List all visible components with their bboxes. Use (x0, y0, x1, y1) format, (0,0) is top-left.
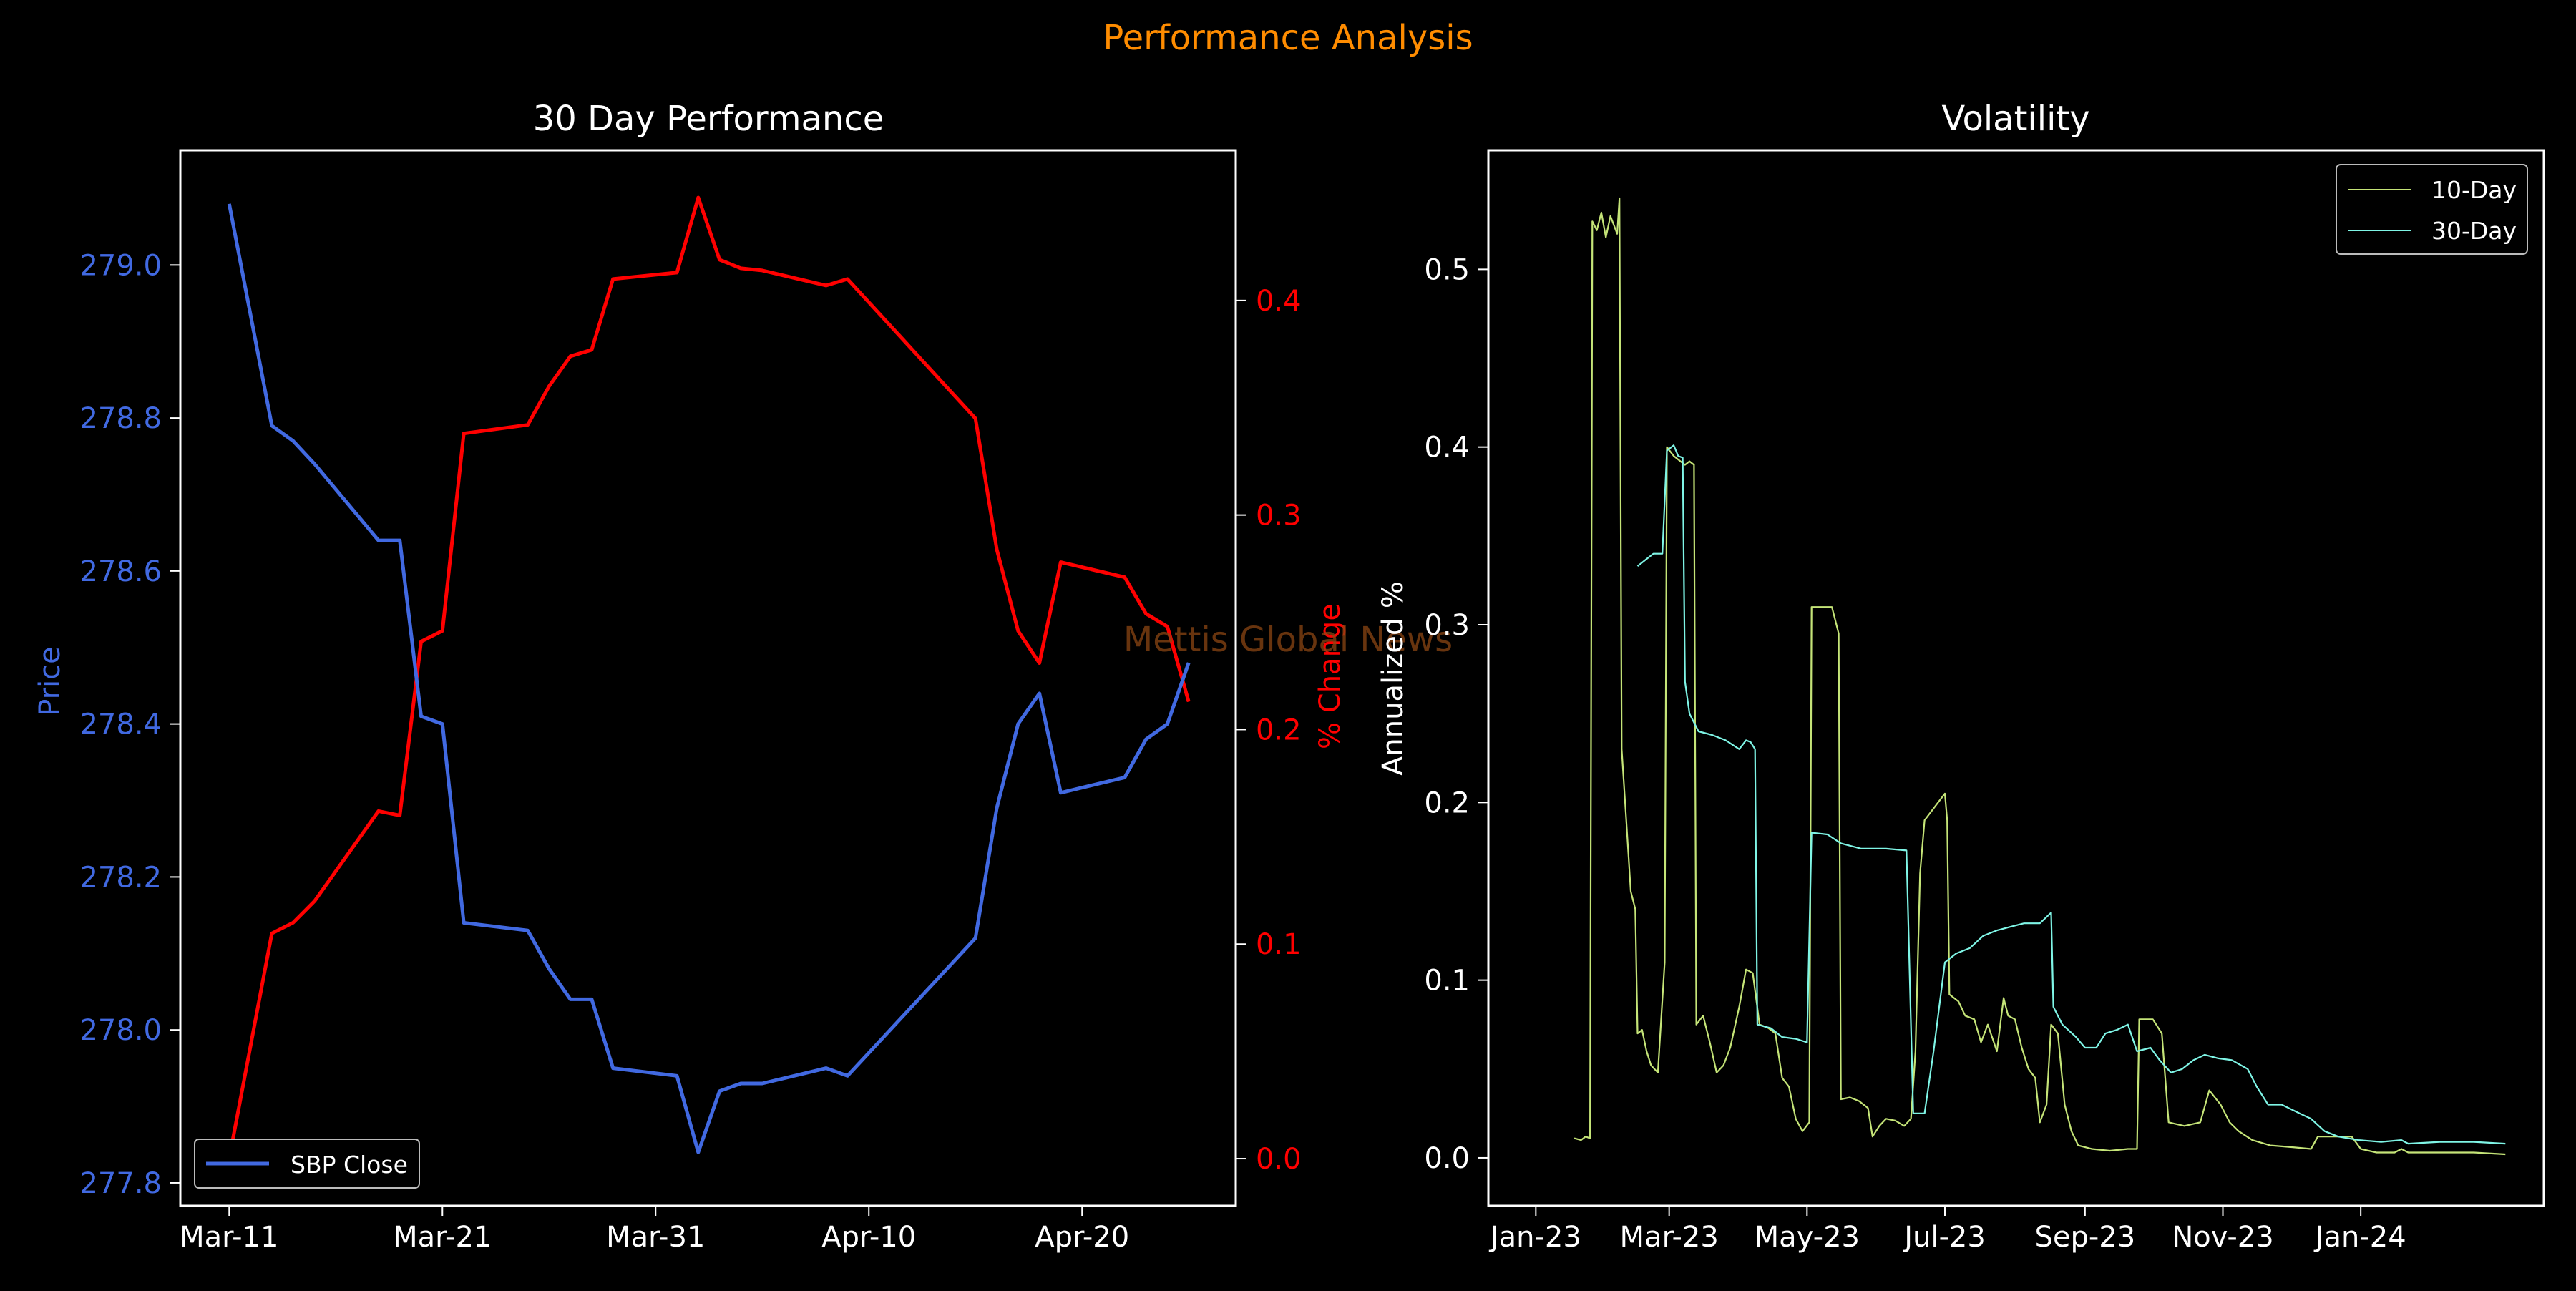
pct-tick-label: 0.1 (1256, 928, 1302, 961)
x-tick-label: Jul-23 (1902, 1221, 1986, 1254)
pct-change-axis-label: % Change (1314, 603, 1347, 749)
x-tick-label: Mar-23 (1620, 1221, 1719, 1254)
x-tick-label: May-23 (1755, 1221, 1860, 1254)
pct-tick-label: 0.2 (1256, 713, 1302, 746)
series-line-30-day (1636, 444, 2506, 1145)
price-tick-label: 278.8 (79, 402, 162, 435)
performance-legend: SBP Close (194, 1139, 420, 1189)
y-tick-label: 0.0 (1424, 1142, 1470, 1175)
volatility-legend-box (2336, 164, 2528, 255)
legend-label-10-day: 10-Day (2431, 176, 2517, 204)
pct-tick-label: 0.3 (1256, 500, 1302, 532)
x-tick-label: Sep-23 (2034, 1221, 2135, 1254)
x-tick-label: Apr-10 (821, 1221, 916, 1254)
pct-tick-label: 0.0 (1256, 1143, 1302, 1176)
y-tick-label: 0.5 (1424, 253, 1470, 286)
series-line-sbp-close (227, 203, 1191, 1154)
x-tick-label: Jan-23 (1488, 1221, 1581, 1254)
performance-lines (227, 195, 1191, 1159)
suptitle: Performance Analysis (1103, 18, 1473, 58)
x-tick-label: Mar-31 (606, 1221, 705, 1254)
price-tick-label: 278.2 (79, 861, 162, 894)
pct-tick-label: 0.4 (1256, 285, 1302, 318)
volatility-ticks: Jan-23 Mar-23 May-23 Jul-23 Sep-23 Nov-23 Jan-… (1424, 253, 2406, 1254)
performance-chart-title: 30 Day Performance (533, 99, 884, 139)
performance-ticks: Mar-11 Mar-21 Mar-31 Apr-10 Apr-20 277.8 278.0… (79, 249, 1301, 1254)
volatility-chart-title: Volatility (1941, 99, 2089, 139)
annualized-axis-label: Annualized % (1377, 581, 1410, 776)
x-tick-label: Nov-23 (2172, 1221, 2273, 1254)
price-tick-label: 278.0 (79, 1014, 162, 1047)
x-tick-label: Jan-24 (2313, 1221, 2406, 1254)
y-tick-label: 0.1 (1424, 965, 1470, 998)
watermark: Mettis Global News (1123, 620, 1453, 660)
series-line-pct-change (227, 195, 1191, 1159)
price-tick-label: 278.6 (79, 555, 162, 588)
x-tick-label: Mar-21 (393, 1221, 492, 1254)
volatility-plot-frame (1487, 149, 2545, 1207)
volatility-lines (1574, 197, 2506, 1156)
x-tick-label: Mar-11 (180, 1221, 278, 1254)
volatility-chart: Volatility Annualized % Jan-23 Mar-23 May-… (1377, 99, 2545, 1254)
legend-label-sbp-close: SBP Close (291, 1151, 408, 1179)
series-line-10-day (1574, 197, 2506, 1156)
price-tick-label: 278.4 (79, 708, 162, 741)
legend-label-30-day: 30-Day (2431, 217, 2517, 245)
y-tick-label: 0.2 (1424, 786, 1470, 819)
performance-legend-box (194, 1139, 420, 1189)
performance-chart: 30 Day Performance Price % Change Mar-11… (34, 99, 1347, 1254)
price-tick-label: 279.0 (79, 249, 162, 282)
price-axis-label: Price (34, 646, 67, 716)
y-tick-label: 0.4 (1424, 432, 1470, 464)
x-tick-label: Apr-20 (1035, 1221, 1129, 1254)
y-tick-label: 0.3 (1424, 609, 1470, 642)
performance-plot-frame (179, 149, 1237, 1207)
price-tick-label: 277.8 (79, 1167, 162, 1200)
volatility-legend: 10-Day 30-Day (2336, 164, 2528, 255)
